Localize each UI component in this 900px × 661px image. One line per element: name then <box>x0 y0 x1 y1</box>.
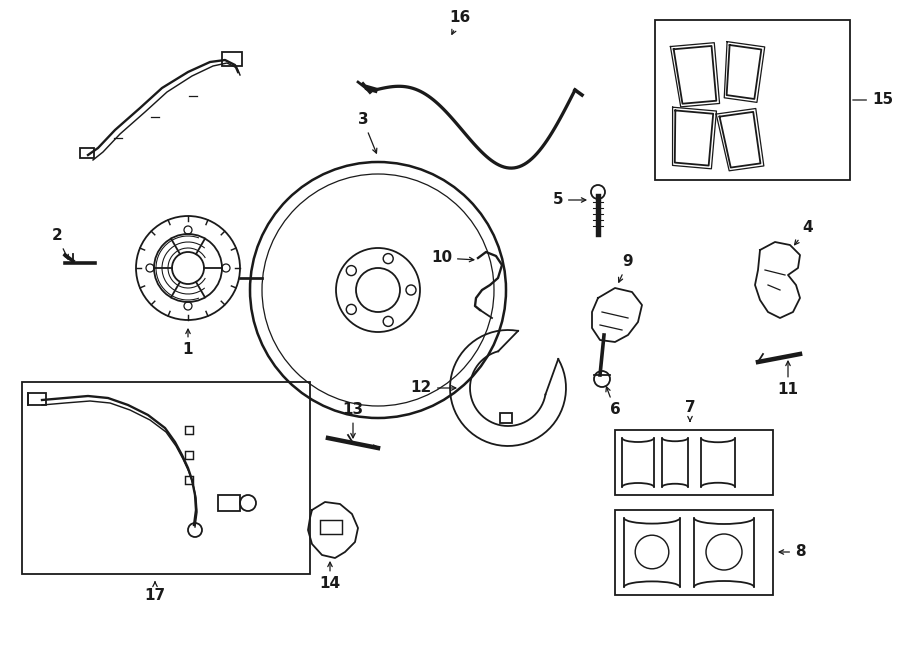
Text: 16: 16 <box>449 11 471 34</box>
Text: 13: 13 <box>342 403 364 438</box>
Text: 4: 4 <box>795 221 814 245</box>
Bar <box>655 20 850 180</box>
Bar <box>615 510 773 595</box>
Text: 7: 7 <box>685 401 696 421</box>
Text: 5: 5 <box>553 192 586 208</box>
Bar <box>185 451 193 459</box>
Bar <box>320 520 342 534</box>
Text: 6: 6 <box>606 387 620 418</box>
Text: 10: 10 <box>431 251 473 266</box>
Text: 9: 9 <box>618 254 634 282</box>
Bar <box>22 382 310 574</box>
Text: 2: 2 <box>51 229 68 259</box>
Text: 8: 8 <box>779 545 806 559</box>
Bar <box>185 426 193 434</box>
Bar <box>500 413 512 423</box>
Bar <box>28 393 46 405</box>
Bar <box>218 495 240 511</box>
Text: 11: 11 <box>778 361 798 397</box>
Bar <box>185 476 193 484</box>
Text: 14: 14 <box>320 562 340 592</box>
Text: 12: 12 <box>410 381 455 395</box>
Text: 1: 1 <box>183 329 194 358</box>
Text: 3: 3 <box>357 112 377 153</box>
Text: 17: 17 <box>144 582 166 603</box>
Bar <box>615 430 773 495</box>
Bar <box>222 52 242 66</box>
Bar <box>80 148 94 158</box>
Text: 15: 15 <box>853 93 893 108</box>
